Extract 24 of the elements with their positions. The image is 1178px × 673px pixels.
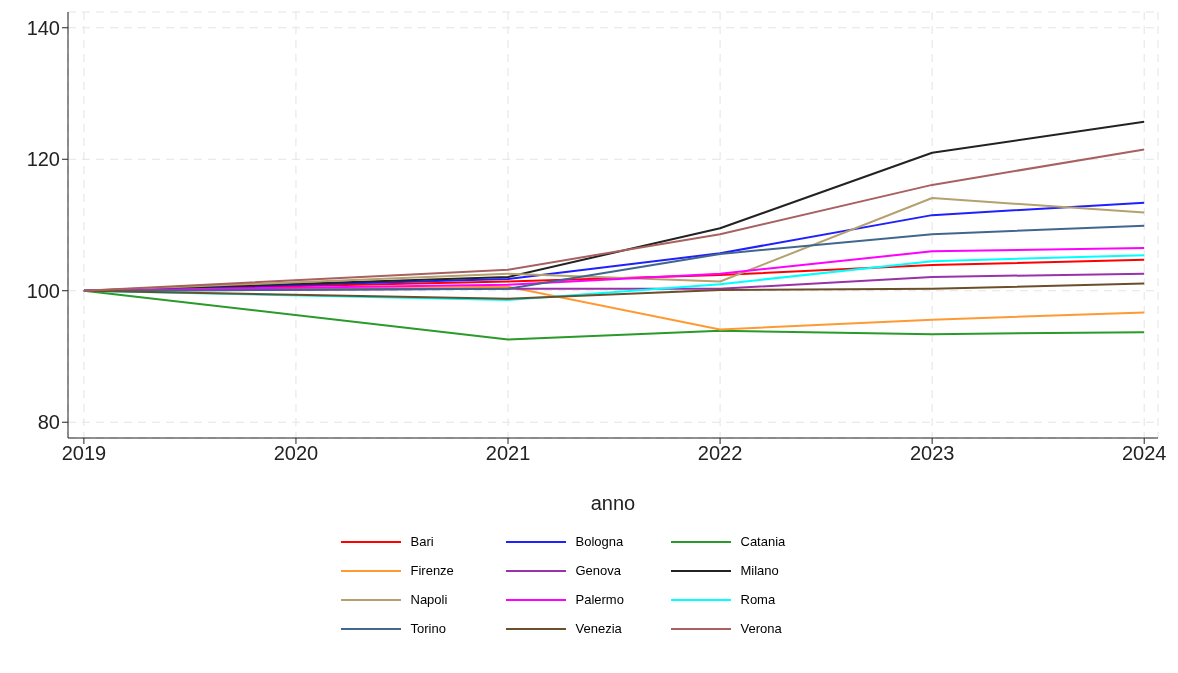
legend-label: Catania bbox=[740, 534, 786, 549]
y-tick-label: 80 bbox=[37, 411, 60, 434]
x-axis-title: anno bbox=[590, 492, 636, 514]
legend-label: Napoli bbox=[410, 592, 448, 607]
legend-label: Firenze bbox=[410, 563, 454, 578]
legend-label: Milano bbox=[740, 563, 779, 578]
legend-label: Roma bbox=[740, 592, 776, 607]
y-tick-label: 120 bbox=[26, 148, 60, 171]
line-series bbox=[82, 148, 1146, 292]
legend-label: Venezia bbox=[575, 621, 622, 636]
x-tick-label: 2022 bbox=[697, 442, 743, 465]
legend-label: Verona bbox=[740, 621, 782, 636]
x-tick-label: 2019 bbox=[61, 442, 107, 465]
x-tick-label: 2024 bbox=[1121, 442, 1167, 465]
y-tick-label: 100 bbox=[26, 279, 60, 302]
x-tick-label: 2021 bbox=[485, 442, 531, 465]
legend-label: Bari bbox=[410, 534, 434, 549]
x-tick-label: 2023 bbox=[909, 442, 955, 465]
legend-label: Genova bbox=[575, 563, 622, 578]
legend-label: Torino bbox=[410, 621, 446, 636]
y-tick-label: 140 bbox=[26, 16, 60, 39]
x-tick-label: 2020 bbox=[273, 442, 319, 465]
legend-label: Palermo bbox=[575, 592, 624, 607]
legend-label: Bologna bbox=[575, 534, 624, 549]
